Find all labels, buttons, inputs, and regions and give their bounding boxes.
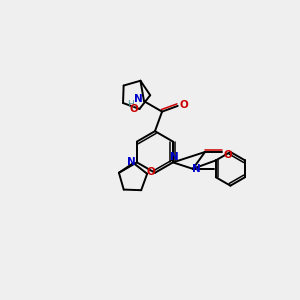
Text: N: N	[127, 158, 135, 167]
Text: N: N	[134, 94, 142, 104]
Text: H: H	[127, 100, 134, 109]
Text: N: N	[192, 164, 201, 174]
Text: O: O	[179, 100, 188, 110]
Text: N: N	[169, 152, 178, 162]
Text: O: O	[223, 150, 232, 160]
Text: O: O	[129, 104, 138, 114]
Text: O: O	[147, 167, 155, 177]
